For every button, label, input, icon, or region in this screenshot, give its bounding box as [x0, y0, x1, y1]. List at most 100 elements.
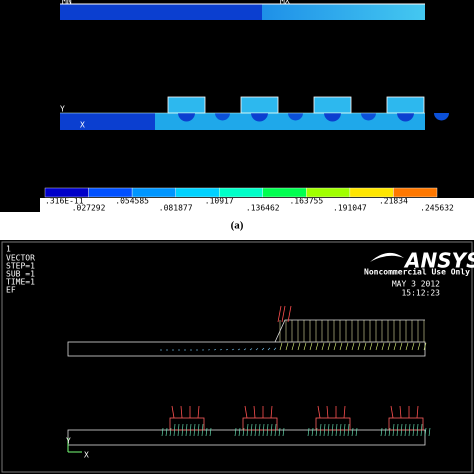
vector [279, 342, 283, 351]
red-vector [197, 405, 200, 419]
origin-mark [67, 438, 82, 453]
red-vector [281, 305, 286, 323]
vector [351, 427, 354, 437]
bump [240, 96, 279, 114]
vector [321, 342, 325, 351]
panel-b-frame [1, 241, 473, 473]
bump-b [169, 417, 205, 431]
vector [161, 427, 164, 437]
colorbar-bg [40, 198, 474, 212]
bump [167, 96, 206, 114]
red-vector [253, 405, 256, 419]
info-line: TIME=1 [6, 278, 35, 287]
gap-shadow [288, 113, 303, 121]
vector [417, 342, 421, 351]
min-label: MN [62, 0, 72, 6]
vector [363, 342, 367, 351]
vector [219, 349, 223, 351]
vector [246, 423, 249, 437]
vector [177, 423, 180, 437]
vector [388, 427, 391, 437]
bump [313, 96, 352, 114]
vector [396, 423, 399, 437]
vector [185, 423, 188, 437]
vector [420, 423, 423, 437]
vector [369, 342, 373, 351]
vector [399, 342, 403, 351]
vector [343, 423, 346, 437]
date: MAY 3 2012 [392, 280, 440, 289]
vector [274, 423, 277, 437]
outline-top [67, 341, 426, 357]
step-outline [274, 319, 425, 343]
vector [384, 427, 387, 437]
vector [266, 423, 269, 437]
vector [380, 427, 383, 437]
red-vector [416, 405, 419, 419]
colorbar-label: .054585 [115, 197, 149, 206]
vector [319, 423, 322, 437]
vector [261, 347, 265, 351]
colorbar-label: .163755 [289, 197, 323, 206]
vector [412, 423, 415, 437]
vector [428, 427, 431, 437]
vector [231, 348, 235, 351]
strip-right [262, 4, 425, 20]
vector [225, 348, 229, 351]
red-vector [317, 405, 321, 419]
y-axis-label: Y [60, 105, 65, 114]
red-vector [244, 405, 248, 419]
vector [209, 427, 212, 437]
vector [242, 427, 245, 437]
colorbar-segment [393, 187, 438, 198]
bump-shadow [251, 113, 268, 122]
vector [416, 423, 419, 437]
y-axis-label-b: Y [66, 437, 71, 446]
colorbar-label: .21834 [379, 197, 408, 206]
vector [193, 423, 196, 437]
vector [237, 348, 241, 351]
vector [408, 423, 411, 437]
gap-shadow [434, 113, 449, 121]
colorbar-label: .245632 [420, 204, 454, 213]
logo: ANSYS [403, 249, 474, 273]
vector [309, 342, 313, 351]
vector [267, 347, 271, 351]
vector [335, 423, 338, 437]
x-axis-label: X [80, 121, 85, 130]
vector [285, 342, 289, 351]
vector [392, 423, 395, 437]
vector [238, 427, 241, 437]
x-axis-label-b: X [84, 451, 89, 460]
vector [258, 423, 261, 437]
vector [345, 342, 349, 351]
info-line: VECTOR [6, 254, 35, 263]
vector [201, 423, 204, 437]
info-line: SUB =1 [6, 270, 35, 279]
colorbar-label: .316E-11 [45, 197, 84, 206]
vector [423, 342, 427, 351]
vector [249, 348, 253, 351]
bump-b [242, 417, 278, 431]
vector [255, 348, 259, 351]
vector [424, 427, 427, 437]
colorbar-label: .081877 [159, 204, 193, 213]
vector [273, 347, 277, 351]
vector [331, 423, 334, 437]
bump [386, 96, 425, 114]
vector [291, 342, 295, 351]
vector [375, 342, 379, 351]
vector [347, 423, 350, 437]
vector [357, 342, 361, 351]
colorbar-label: .136462 [246, 204, 280, 213]
window-index: 1 [6, 245, 11, 254]
vector [351, 342, 355, 351]
logo-mark [370, 252, 404, 262]
vector [297, 342, 301, 351]
vector [327, 423, 330, 437]
info-line: EF [6, 286, 16, 295]
vector [339, 423, 342, 437]
base-left [60, 113, 155, 130]
